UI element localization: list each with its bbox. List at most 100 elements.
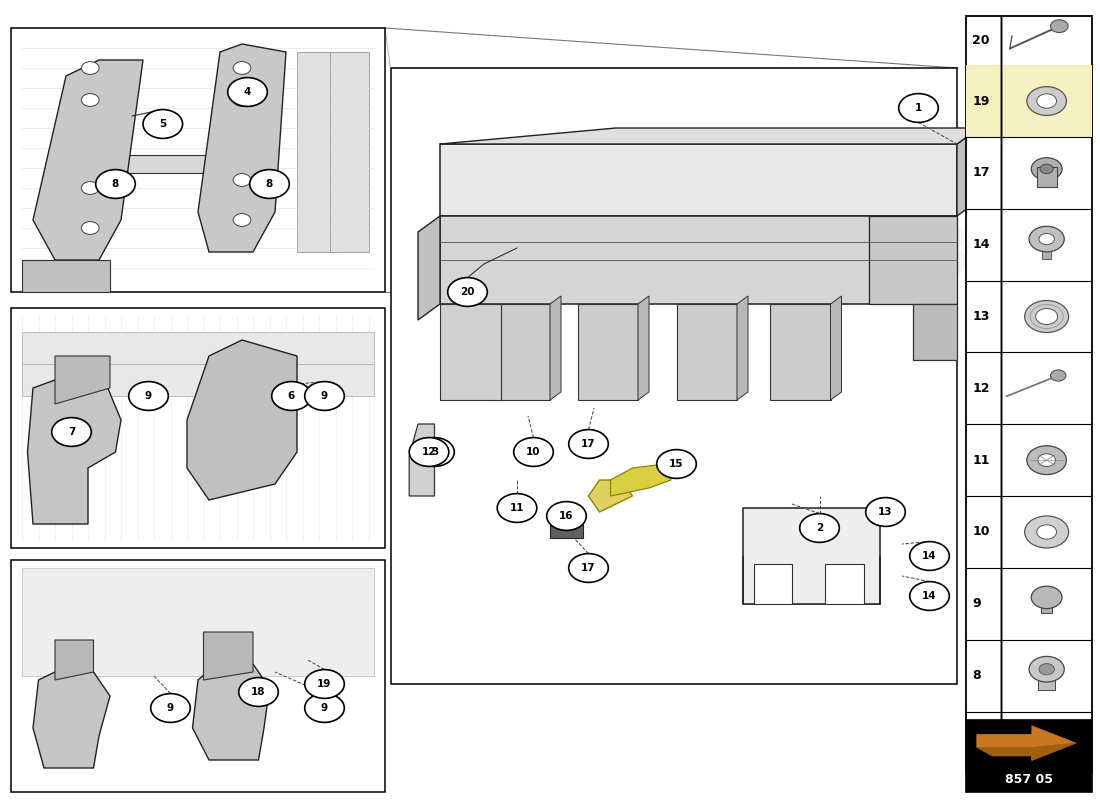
Circle shape <box>233 62 251 74</box>
Bar <box>390 68 957 684</box>
Circle shape <box>1038 664 1055 675</box>
Bar <box>1037 668 1055 690</box>
Text: 9: 9 <box>167 703 174 713</box>
Bar <box>825 564 864 604</box>
Circle shape <box>1030 226 1065 252</box>
Circle shape <box>1027 446 1067 474</box>
Circle shape <box>1050 20 1068 33</box>
Circle shape <box>800 514 839 542</box>
Text: 18: 18 <box>251 687 266 697</box>
Polygon shape <box>33 664 110 768</box>
Polygon shape <box>588 480 632 512</box>
Text: 6: 6 <box>288 391 295 401</box>
Polygon shape <box>198 44 286 252</box>
Circle shape <box>305 670 344 698</box>
Text: 13: 13 <box>972 310 990 323</box>
Circle shape <box>81 222 99 234</box>
Polygon shape <box>676 304 737 400</box>
Text: 4: 4 <box>244 87 251 97</box>
Text: 14: 14 <box>972 238 990 251</box>
Bar <box>11 28 385 292</box>
Text: 20: 20 <box>972 34 990 47</box>
Circle shape <box>272 382 311 410</box>
Polygon shape <box>977 726 1076 760</box>
Polygon shape <box>28 372 121 524</box>
Circle shape <box>239 678 278 706</box>
Circle shape <box>81 62 99 74</box>
Circle shape <box>96 170 135 198</box>
Circle shape <box>1036 94 1057 108</box>
Circle shape <box>1025 516 1069 548</box>
Circle shape <box>250 170 289 198</box>
Text: 1: 1 <box>915 103 922 113</box>
Bar <box>330 52 369 252</box>
Circle shape <box>657 450 696 478</box>
Circle shape <box>1032 158 1063 180</box>
Polygon shape <box>22 332 374 364</box>
Text: 10: 10 <box>526 447 541 457</box>
Polygon shape <box>88 154 242 173</box>
Polygon shape <box>869 216 957 304</box>
Circle shape <box>143 110 183 138</box>
Text: 11: 11 <box>509 503 525 513</box>
Circle shape <box>129 382 168 410</box>
Polygon shape <box>440 216 957 304</box>
Text: a passion for parts since 1985: a passion for parts since 1985 <box>432 555 668 645</box>
Bar <box>1036 167 1056 187</box>
Bar <box>1043 237 1050 259</box>
Circle shape <box>233 174 251 186</box>
Circle shape <box>305 694 344 722</box>
Polygon shape <box>578 304 638 400</box>
Circle shape <box>305 382 344 410</box>
Polygon shape <box>22 260 110 292</box>
Circle shape <box>52 418 91 446</box>
Circle shape <box>497 494 537 522</box>
Text: 8: 8 <box>972 669 981 682</box>
Bar <box>11 560 385 792</box>
Text: 14: 14 <box>922 551 937 561</box>
Text: 11: 11 <box>972 454 990 466</box>
Circle shape <box>1030 657 1065 682</box>
Polygon shape <box>22 364 374 396</box>
Circle shape <box>1032 586 1063 609</box>
Polygon shape <box>55 640 94 680</box>
Text: 17: 17 <box>972 166 990 179</box>
Text: 3: 3 <box>431 447 438 457</box>
Text: 1985: 1985 <box>832 223 1016 289</box>
Text: 12: 12 <box>421 447 437 457</box>
Circle shape <box>415 438 454 466</box>
Circle shape <box>899 94 938 122</box>
Bar <box>966 65 1092 137</box>
Bar <box>1042 596 1053 614</box>
Polygon shape <box>737 296 748 400</box>
Polygon shape <box>490 304 550 400</box>
Text: 20: 20 <box>460 287 475 297</box>
Bar <box>754 564 792 604</box>
Circle shape <box>1036 309 1058 325</box>
Polygon shape <box>770 304 830 400</box>
Polygon shape <box>742 508 880 604</box>
Circle shape <box>1041 164 1054 174</box>
Text: 9: 9 <box>145 391 152 401</box>
Polygon shape <box>418 216 440 320</box>
Circle shape <box>81 182 99 194</box>
Text: 14: 14 <box>922 591 937 601</box>
Circle shape <box>1036 525 1057 539</box>
Circle shape <box>448 278 487 306</box>
Text: 9: 9 <box>321 391 328 401</box>
Polygon shape <box>913 304 957 360</box>
Polygon shape <box>22 568 374 676</box>
Text: 2: 2 <box>816 523 823 533</box>
Circle shape <box>228 78 267 106</box>
Circle shape <box>1025 301 1069 333</box>
Text: 15: 15 <box>669 459 684 469</box>
Bar <box>966 16 1092 772</box>
Circle shape <box>1027 86 1067 115</box>
Polygon shape <box>187 340 297 500</box>
Circle shape <box>547 502 586 530</box>
Bar <box>11 308 385 548</box>
Polygon shape <box>638 296 649 400</box>
Polygon shape <box>830 296 842 400</box>
Text: euro
parts: euro parts <box>498 247 888 521</box>
Text: 9: 9 <box>972 598 981 610</box>
